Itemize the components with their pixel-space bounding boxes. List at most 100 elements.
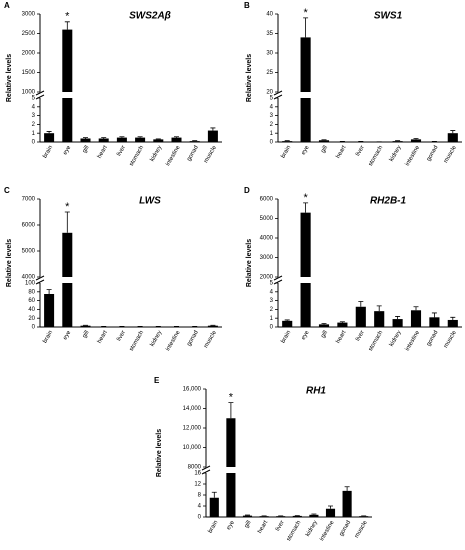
bar [207,130,218,142]
annotation: * [229,392,234,404]
x-tick-label: stomach [129,145,146,168]
annotation: * [65,11,70,23]
bar [318,140,330,142]
error-bar [328,505,333,509]
x-tick-label: liver [275,520,286,533]
y-axis-label: Relative levels [156,429,163,477]
bar [410,310,422,327]
y-tick-label: 12,000 [183,426,202,432]
bar [242,515,253,517]
y-tick-label: 3 [32,113,36,119]
panel-label: E [154,376,160,385]
x-tick-label: eye [226,519,236,531]
bar [171,137,182,142]
y-tick-label: 5 [270,96,274,102]
x-tick-label: gonad [186,330,200,347]
error-bar [395,316,401,320]
bar-upper-part [62,29,73,93]
y-tick-label: 4 [32,104,36,110]
error-bar [413,306,419,311]
y-tick-label: 4 [198,504,202,510]
y-tick-label: 6000 [22,223,36,229]
x-tick-label: gonad [426,145,440,162]
y-tick-label: 25 [266,70,273,76]
error-bar [284,319,290,321]
error-bar [450,316,456,320]
x-tick-label: muscle [203,144,218,164]
bar [447,319,458,327]
x-tick-label: kidney [389,330,403,348]
y-tick-label: 12 [194,482,201,488]
y-tick-label: 16,000 [183,387,202,393]
x-tick-label: intestine [165,144,182,167]
y-tick-label: 2 [270,122,274,128]
x-tick-label: muscle [443,144,458,164]
y-tick-label: 1 [32,131,36,137]
error-bar [101,137,107,139]
x-tick-label: stomach [129,330,146,353]
bar-upper-part [226,418,236,467]
y-tick-label: 3 [270,113,274,119]
bar [318,324,330,327]
x-tick-label: liver [355,330,366,343]
bar [116,137,127,142]
bar [44,294,55,327]
x-tick-label: kidney [150,145,164,163]
bar [359,516,369,517]
x-tick-label: intestine [405,329,422,352]
error-bar [83,137,88,139]
bar [259,516,269,517]
error-bar [344,486,350,491]
y-tick-label: 8 [198,493,202,499]
x-tick-label: liver [116,330,127,343]
bar [276,516,286,517]
error-bar [46,289,52,294]
error-bar [339,321,345,323]
bar [153,139,164,142]
x-tick-label: muscle [443,329,458,349]
annotation: * [65,201,70,213]
bar [392,319,403,327]
x-tick-label: intestine [405,144,422,167]
x-tick-label: eye [301,144,311,156]
bar-lower-part [300,283,311,327]
chart-title: SWS1 [374,11,403,22]
y-tick-label: 3000 [260,255,274,261]
x-tick-label: gonad [426,330,440,347]
y-tick-label: 0 [32,325,36,331]
x-tick-label: gonad [339,520,353,537]
y-tick-label: 0 [270,140,274,146]
x-tick-label: eye [301,329,311,341]
error-bar [46,131,52,134]
y-tick-label: 0 [32,140,36,146]
error-bar [376,305,382,312]
bar [80,325,91,327]
x-tick-label: stomach [286,520,303,543]
x-tick-label: heart [97,330,109,345]
y-axis-label: Relative levels [6,239,13,287]
error-bar [210,127,216,131]
bar [410,139,422,142]
x-tick-label: gill [320,330,329,339]
annotation: * [303,192,308,204]
bar [282,141,293,142]
x-tick-label: heart [257,520,269,535]
bar [189,141,200,142]
y-tick-label: 5 [32,96,36,102]
y-tick-label: 35 [266,31,273,37]
bar [429,317,440,327]
y-tick-label: 14,000 [183,406,202,412]
x-tick-label: gonad [186,145,200,162]
y-tick-label: 2500 [22,31,36,37]
y-tick-label: 3 [270,298,274,304]
bar-upper-part [300,37,311,92]
y-tick-label: 8000 [188,465,202,471]
y-axis-label: Relative levels [246,239,253,287]
error-bar [228,402,234,419]
x-tick-label: heart [335,145,347,160]
y-tick-label: 80 [28,289,35,295]
y-tick-label: 2 [32,122,36,128]
x-tick-label: muscle [354,519,369,539]
